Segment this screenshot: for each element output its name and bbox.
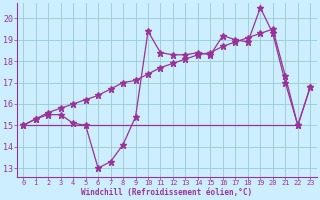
X-axis label: Windchill (Refroidissement éolien,°C): Windchill (Refroidissement éolien,°C) xyxy=(81,188,252,197)
